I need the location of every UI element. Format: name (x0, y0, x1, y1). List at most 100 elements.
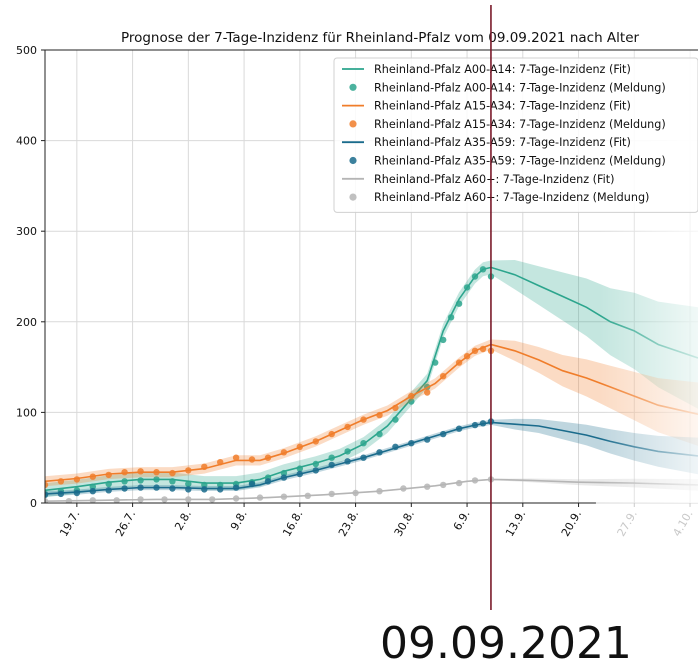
legend-dot-swatch (349, 83, 357, 91)
data-point (455, 479, 463, 487)
data-point (45, 481, 49, 489)
data-point (185, 480, 192, 488)
legend-dot-swatch (349, 156, 357, 165)
data-point (105, 480, 112, 488)
x-tick-label: 2.8. (172, 508, 194, 533)
data-point (248, 480, 256, 488)
x-tick-label: 13.9. (503, 508, 528, 539)
data-point (400, 485, 407, 492)
data-point (440, 373, 447, 380)
data-point (408, 398, 415, 405)
data-point (463, 353, 471, 360)
data-point (360, 454, 367, 461)
x-axis-ticks: 19.7. 26.7. 2.8. 9.8. 16.8. 23.8. 30.8. 6.9. 13.… (57, 503, 696, 539)
data-point (392, 404, 399, 412)
data-point (312, 460, 319, 468)
data-point (471, 347, 479, 354)
legend-dot-swatch (349, 120, 357, 128)
data-point (89, 483, 97, 490)
data-point (296, 470, 303, 478)
data-point (73, 476, 81, 483)
data-point (424, 436, 431, 443)
data-point (185, 486, 192, 493)
y-tick-label: 300 (16, 225, 37, 238)
data-point (121, 469, 128, 476)
data-point (169, 469, 176, 477)
data-point (65, 498, 73, 503)
data-point (121, 478, 128, 485)
data-point (440, 336, 447, 344)
data-point (280, 474, 288, 481)
data-point (57, 478, 65, 485)
x-tick-label: 20.9. (559, 508, 584, 539)
data-point (312, 467, 319, 474)
legend-label: Rheinland-Pfalz A15-A34: 7-Tage-Inzidenz… (374, 100, 631, 113)
data-point (73, 489, 81, 497)
data-point (392, 416, 399, 423)
x-tick-label: 27.9. (615, 508, 640, 539)
data-point (45, 498, 49, 503)
data-point (455, 300, 463, 307)
data-point (424, 389, 431, 396)
data-point (304, 492, 311, 499)
data-point (256, 494, 264, 501)
data-point (376, 449, 383, 456)
data-point (232, 484, 240, 491)
y-axis-ticks: 0 100 200 300 400 500 (16, 44, 45, 510)
data-point (121, 485, 128, 492)
data-point (113, 497, 120, 503)
data-point (217, 481, 224, 489)
data-point (137, 468, 144, 475)
data-point (280, 469, 288, 477)
legend-label: Rheinland-Pfalz A35-A59: 7-Tage-Inzidenz… (374, 155, 666, 168)
data-point (447, 314, 455, 321)
data-point (248, 456, 256, 463)
data-point (360, 416, 367, 423)
series-2 (45, 339, 698, 489)
data-point (217, 459, 224, 466)
series-3 (45, 418, 698, 498)
data-point (296, 443, 303, 450)
data-point (280, 449, 288, 456)
data-point (153, 484, 160, 491)
data-point (153, 476, 160, 483)
x-tick-label: 30.8. (392, 508, 417, 539)
data-point (201, 463, 208, 470)
data-point (264, 454, 272, 461)
x-tick-label: 26.7. (113, 508, 138, 539)
data-point (137, 496, 144, 503)
legend-box (333, 57, 698, 213)
data-point (89, 488, 97, 495)
data-point (352, 489, 359, 497)
data-point (471, 477, 479, 484)
series-band (45, 418, 698, 497)
legend-label: Rheinland-Pfalz A00-A14: 7-Tage-Inzidenz… (374, 81, 666, 94)
data-point (471, 421, 479, 429)
data-point (232, 495, 240, 502)
y-tick-label: 100 (16, 406, 37, 419)
legend-label: Rheinland-Pfalz A60+: 7-Tage-Inzidenz (F… (374, 173, 615, 186)
y-tick-label: 400 (16, 135, 37, 148)
x-tick-label: 19.7. (57, 508, 82, 539)
legend-label: Rheinland-Pfalz A35-A59: 7-Tage-Inzidenz… (374, 136, 631, 149)
y-tick-label: 500 (16, 44, 37, 57)
data-point (153, 469, 160, 476)
data-point (408, 392, 415, 400)
data-point (344, 448, 351, 455)
data-point (280, 493, 288, 500)
data-point (432, 359, 439, 366)
x-tick-label: 16.8. (280, 508, 305, 539)
y-tick-label: 0 (30, 497, 37, 510)
data-point (264, 478, 272, 485)
x-tick-label: 9.8. (228, 508, 250, 533)
x-tick-label: 23.8. (336, 508, 361, 539)
data-point (479, 345, 487, 353)
data-point (328, 454, 335, 461)
data-point (45, 491, 49, 498)
data-point (232, 454, 240, 461)
data-point (455, 425, 463, 432)
data-point (328, 461, 335, 469)
data-point (137, 484, 144, 491)
data-point (463, 284, 471, 291)
